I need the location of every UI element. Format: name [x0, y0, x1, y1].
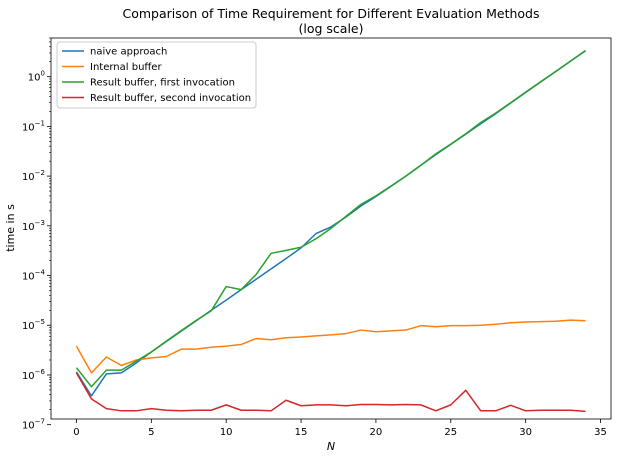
legend-box — [56, 41, 257, 109]
y-tick-label: 10−7 — [22, 418, 45, 432]
plot-area — [75, 49, 586, 413]
y-tick-label: 10−2 — [22, 169, 45, 183]
series-line-2 — [75, 49, 586, 388]
y-tick-label: 10−4 — [22, 269, 46, 283]
legend-label: Internal buffer — [90, 62, 162, 73]
x-tick-label: 30 — [519, 427, 532, 438]
x-tick-label: 5 — [148, 427, 154, 438]
plot-frame — [50, 37, 612, 420]
x-tick-label: 10 — [220, 427, 233, 438]
legend-label: Result buffer, first invocation — [90, 78, 235, 89]
x-tick-label: 25 — [444, 427, 457, 438]
y-tick-label: 100 — [28, 70, 45, 84]
x-tick-label: 20 — [370, 427, 383, 438]
legend: naive approach Internal buffer Result buff… — [56, 41, 257, 109]
x-tick-label: 35 — [594, 427, 607, 438]
y-tick-label: 10−3 — [22, 219, 45, 233]
x-axis-label: N — [327, 440, 335, 453]
y-tick-label: 10−1 — [22, 119, 45, 133]
y-tick-label: 10−5 — [22, 318, 45, 332]
chart-title: Comparison of Time Requirement for Diffe… — [123, 6, 540, 21]
x-tick-label: 0 — [73, 427, 79, 438]
y-axis-label: time in s — [4, 204, 17, 252]
chart-subtitle: (log scale) — [299, 21, 364, 36]
legend-label: Result buffer, second invocation — [90, 93, 251, 104]
series-line-1 — [75, 319, 586, 374]
y-axis: 10−7 10−6 10−5 10−4 10−3 10−2 10−1 100 — [22, 37, 51, 432]
x-tick-label: 15 — [295, 427, 308, 438]
y-tick-label: 10−6 — [22, 368, 46, 382]
legend-label: naive approach — [90, 47, 167, 58]
x-axis: 0 5 10 15 20 25 30 35 — [73, 419, 607, 438]
series-line-3 — [75, 372, 586, 413]
